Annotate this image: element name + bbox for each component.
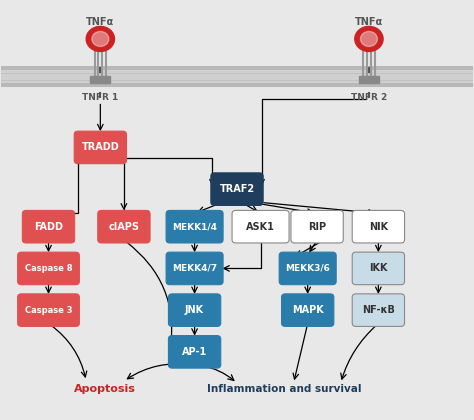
FancyBboxPatch shape xyxy=(168,336,221,368)
Text: ASK1: ASK1 xyxy=(246,222,275,232)
Bar xyxy=(1,66,473,87)
FancyBboxPatch shape xyxy=(291,210,343,243)
Circle shape xyxy=(360,32,377,47)
FancyBboxPatch shape xyxy=(352,252,404,285)
Text: MEKK1/4: MEKK1/4 xyxy=(172,222,217,231)
FancyBboxPatch shape xyxy=(211,173,263,205)
FancyBboxPatch shape xyxy=(279,252,336,285)
Text: NIK: NIK xyxy=(369,222,388,232)
Text: MAPK: MAPK xyxy=(292,305,324,315)
Text: cIAPS: cIAPS xyxy=(109,222,139,232)
FancyBboxPatch shape xyxy=(166,210,223,243)
Text: IKK: IKK xyxy=(369,263,388,273)
Text: Inflammation and survival: Inflammation and survival xyxy=(207,384,361,394)
Text: TNFR 1: TNFR 1 xyxy=(82,93,118,102)
Circle shape xyxy=(355,26,383,52)
Bar xyxy=(100,76,106,83)
Bar xyxy=(91,76,96,83)
Text: NF-κB: NF-κB xyxy=(362,305,395,315)
Bar xyxy=(95,76,101,83)
FancyBboxPatch shape xyxy=(352,210,404,243)
Text: TRADD: TRADD xyxy=(82,142,119,152)
FancyBboxPatch shape xyxy=(166,252,223,285)
FancyBboxPatch shape xyxy=(18,294,79,326)
Bar xyxy=(105,76,110,83)
Text: RIP: RIP xyxy=(308,222,326,232)
Text: TNFα: TNFα xyxy=(355,17,383,27)
Text: Apoptosis: Apoptosis xyxy=(74,384,136,394)
FancyBboxPatch shape xyxy=(282,294,334,326)
Text: FADD: FADD xyxy=(34,222,63,232)
FancyBboxPatch shape xyxy=(18,252,79,285)
Text: MEKK4/7: MEKK4/7 xyxy=(172,264,217,273)
FancyBboxPatch shape xyxy=(74,131,127,164)
Text: TNFα: TNFα xyxy=(86,17,114,27)
FancyBboxPatch shape xyxy=(168,294,221,326)
Text: AP-1: AP-1 xyxy=(182,347,207,357)
Bar xyxy=(373,76,379,83)
FancyBboxPatch shape xyxy=(98,210,150,243)
Bar xyxy=(364,76,369,83)
Text: MEKK3/6: MEKK3/6 xyxy=(285,264,330,273)
FancyBboxPatch shape xyxy=(352,294,404,326)
Text: TRAF2: TRAF2 xyxy=(219,184,255,194)
Bar xyxy=(368,76,374,83)
FancyBboxPatch shape xyxy=(22,210,75,243)
Bar xyxy=(359,76,365,83)
Bar xyxy=(1,70,473,83)
Text: Caspase 3: Caspase 3 xyxy=(25,306,72,315)
FancyBboxPatch shape xyxy=(232,210,289,243)
Circle shape xyxy=(86,26,115,52)
Text: TNFR 2: TNFR 2 xyxy=(351,93,387,102)
Circle shape xyxy=(92,32,109,47)
Text: JNK: JNK xyxy=(185,305,204,315)
Text: Caspase 8: Caspase 8 xyxy=(25,264,72,273)
